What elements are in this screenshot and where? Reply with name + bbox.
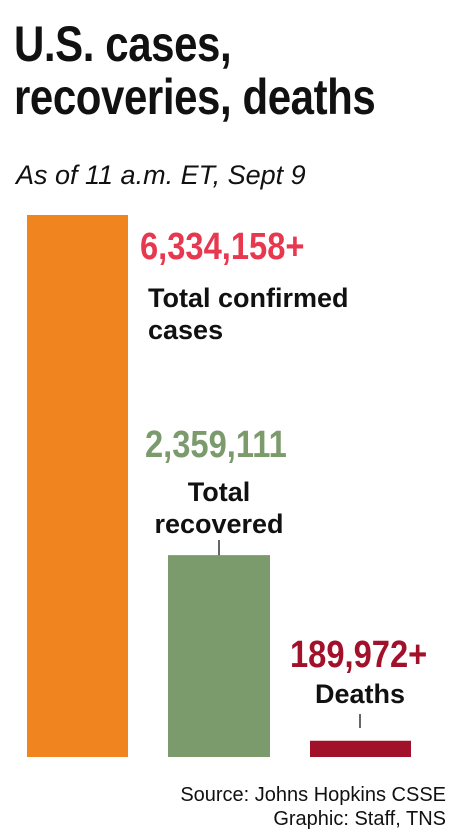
category-label: Total recovered (154, 477, 284, 539)
value-label: 2,359,111 (145, 424, 287, 466)
value-label: 189,972+ (290, 634, 428, 676)
value-label: 6,334,158+ (140, 226, 305, 268)
chart-subtitle: As of 11 a.m. ET, Sept 9 (16, 160, 306, 190)
credit: Graphic: Staff, TNS (273, 808, 446, 830)
chart-title: U.S. cases, recoveries, deaths (14, 16, 376, 125)
category-label: Deaths (314, 679, 406, 709)
bar (310, 740, 411, 757)
category-label: Total confirmed cases (148, 283, 349, 345)
bar (168, 555, 270, 757)
source: Source: Johns Hopkins CSSE (180, 784, 446, 806)
bar (27, 215, 128, 757)
